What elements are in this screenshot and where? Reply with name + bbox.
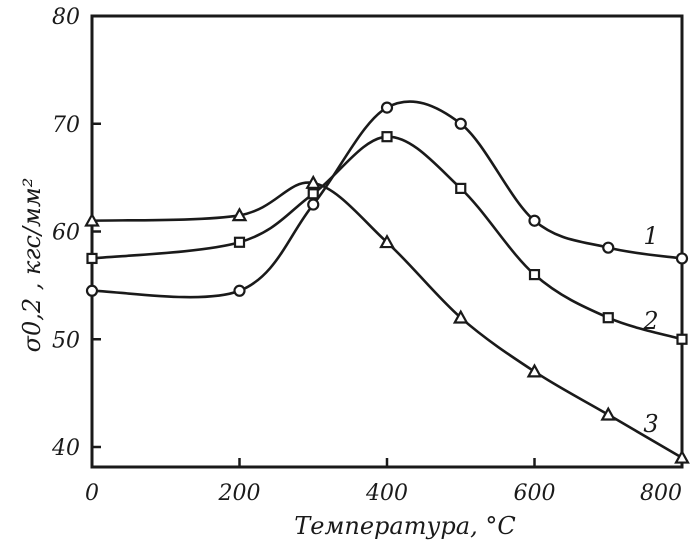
series-label-3: 3 (643, 410, 658, 438)
data-point-3 (231, 207, 248, 222)
y-tick-label: 70 (52, 113, 80, 138)
x-tick-label: 400 (365, 481, 408, 506)
series-line-1 (91, 100, 683, 299)
data-point-2 (676, 333, 688, 345)
data-point-2 (86, 252, 98, 265)
series-2: 2 (86, 131, 688, 345)
ticks: 0 200 400 600 800 40 50 60 70 80 (51, 5, 684, 506)
x-tick-label: 800 (640, 481, 682, 506)
y-tick-label: 40 (51, 436, 80, 461)
series-label-1: 1 (643, 222, 658, 250)
x-tick-label: 600 (514, 481, 556, 506)
y-axis-title: σ0,2 , кгс/мм² (18, 178, 46, 353)
data-point-2 (455, 182, 467, 194)
data-point-2 (381, 131, 393, 143)
data-point-1 (528, 214, 541, 227)
data-point-1 (602, 241, 615, 254)
data-point-2 (528, 269, 541, 281)
data-point-2 (233, 236, 246, 248)
data-point-2 (602, 312, 614, 324)
y-tick-label: 50 (52, 328, 80, 353)
y-tick-label: 60 (52, 221, 80, 246)
x-axis-title: Температура, °С (294, 512, 515, 540)
series-1: 1 (85, 100, 689, 299)
data-point-1 (307, 198, 320, 211)
data-point-1 (675, 252, 689, 265)
data-point-3 (452, 309, 469, 324)
data-point-3 (305, 174, 322, 189)
series-label-2: 2 (642, 307, 658, 335)
data-point-3 (84, 212, 100, 227)
data-point-1 (233, 284, 246, 297)
data-point-1 (85, 284, 99, 297)
data-point-3 (379, 234, 395, 249)
data-point-2 (307, 188, 319, 200)
series-line-3 (91, 181, 683, 459)
x-tick-label: 0 (85, 481, 99, 506)
data-point-1 (380, 101, 394, 114)
series-3: 3 (84, 174, 690, 464)
y-tick-label: 80 (52, 5, 80, 30)
x-tick-label: 200 (218, 481, 261, 506)
data-point-3 (600, 406, 617, 421)
series-layer: 1 2 3 (84, 100, 690, 464)
data-point-3 (674, 449, 690, 464)
data-point-3 (526, 363, 543, 378)
data-point-1 (454, 117, 467, 130)
